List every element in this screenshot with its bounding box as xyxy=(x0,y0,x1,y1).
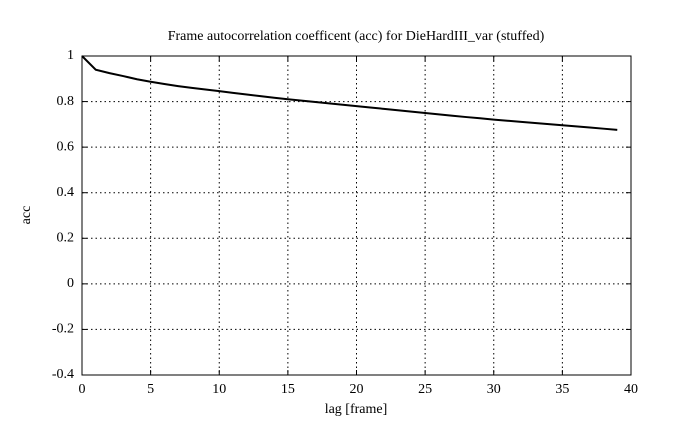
y-axis-label: acc xyxy=(19,206,34,225)
x-tick-label: 25 xyxy=(418,382,432,397)
y-tick-label: 0.2 xyxy=(57,231,75,246)
x-tick-label: 0 xyxy=(79,382,86,397)
y-tick-label: 0.4 xyxy=(57,185,75,200)
x-tick-label: 30 xyxy=(487,382,501,397)
x-axis-label: lag [frame] xyxy=(325,402,388,417)
data-line xyxy=(81,55,618,131)
x-tick-label: 15 xyxy=(281,382,295,397)
x-tick-label: 35 xyxy=(555,382,569,397)
y-tick-label: 0 xyxy=(67,276,74,291)
y-tick-label: 0.8 xyxy=(57,94,75,109)
y-tick-label: -0.4 xyxy=(52,367,74,382)
x-tick-label: 40 xyxy=(624,382,638,397)
y-tick-label: 1 xyxy=(67,48,74,63)
chart-title: Frame autocorrelation coefficent (acc) f… xyxy=(168,29,545,44)
x-tick-label: 5 xyxy=(147,382,154,397)
x-tick-label: 10 xyxy=(212,382,226,397)
plot-frame xyxy=(81,55,632,376)
y-tick-label: 0.6 xyxy=(57,139,75,154)
y-tick-label: -0.2 xyxy=(52,322,74,337)
x-tick-label: 20 xyxy=(350,382,364,397)
